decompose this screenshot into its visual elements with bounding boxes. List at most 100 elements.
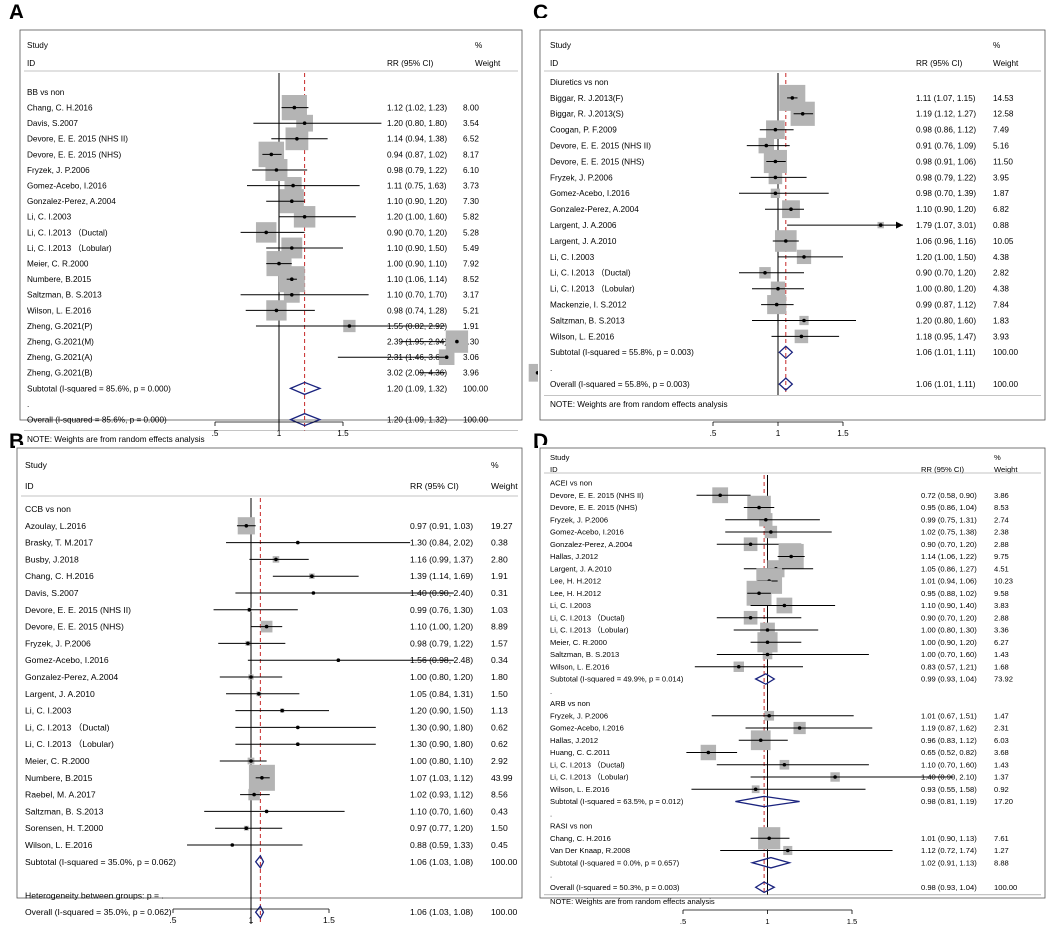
study-weight: 1.03 [491, 605, 508, 615]
group-label: Diuretics vs non [550, 78, 609, 87]
point-estimate [296, 742, 300, 746]
point-estimate [878, 223, 883, 227]
point-estimate [302, 121, 307, 125]
header-weight: Weight [491, 481, 518, 491]
study-ci: 1.19 (0.87, 1.62) [921, 724, 977, 733]
point-estimate [776, 286, 780, 291]
point-estimate [274, 557, 278, 562]
point-estimate [291, 183, 295, 188]
study-weight: 3.83 [994, 601, 1009, 610]
point-estimate [290, 293, 294, 297]
summary-diamond [754, 673, 776, 685]
study-weight: 7.92 [463, 259, 479, 268]
study-weight: 3.93 [993, 332, 1009, 341]
summary-weight: 100.00 [994, 883, 1017, 892]
study-label: Wilson, L. E.2016 [550, 662, 610, 671]
study-weight: 0.45 [491, 840, 508, 850]
study-ci: 1.18 (0.95, 1.47) [916, 332, 976, 341]
study-ci: 1.06 (0.96, 1.16) [916, 237, 976, 246]
study-weight: 8.56 [491, 790, 508, 800]
summary-weight: 100.00 [491, 857, 518, 867]
study-label: Meier, C. R.2000 [25, 756, 90, 766]
point-estimate [799, 334, 804, 339]
study-ci: 1.11 (1.07, 1.15) [916, 94, 976, 103]
study-label: Li, C. I.2013 （Ductal) [27, 228, 108, 237]
study-label: Numbere, B.2015 [27, 275, 92, 284]
header-percent: % [475, 41, 482, 50]
study-ci: 1.20 (0.80, 1.60) [916, 316, 976, 325]
summary-label: Subtotal (I-squared = 35.0%, p = 0.062) [25, 857, 176, 867]
study-weight: 0.88 [993, 221, 1009, 230]
study-label: Mackenzie, I. S.2012 [550, 300, 627, 309]
study-ci: 1.20 (0.80, 1.80) [387, 119, 447, 128]
point-estimate [773, 127, 778, 132]
study-ci: 0.65 (0.52, 0.82) [921, 748, 977, 757]
summary-diamond [778, 345, 794, 360]
study-ci: 0.72 (0.58, 0.90) [921, 491, 977, 500]
study-label: Saltzman, B. S.2013 [550, 316, 625, 325]
header-id: ID [27, 59, 35, 68]
study-weight: 19.27 [491, 521, 513, 531]
forest-plot-svg: Study ID RR (95% CI)% Weight BB vs non Chang,… [19, 29, 547, 444]
header-study: Study [27, 41, 49, 50]
study-weight: 9.58 [994, 589, 1009, 598]
point-estimate [455, 339, 459, 344]
study-label: Fryzek, J. P.2006 [25, 638, 91, 648]
point-estimate [296, 725, 300, 730]
study-label: Saltzman, B. S.2013 [25, 806, 104, 816]
study-ci: 0.98 (0.79, 1.22) [916, 173, 976, 182]
point-estimate [790, 96, 795, 100]
study-weight: 4.38 [993, 285, 1009, 294]
study-ci: 1.02 (0.75, 1.38) [921, 528, 977, 537]
summary-ci: 1.20 (1.09, 1.32) [387, 384, 447, 393]
study-ci: 1.79 (1.07, 3.01) [916, 221, 976, 230]
point-estimate [264, 809, 269, 814]
study-weight: 1.68 [994, 662, 1009, 671]
point-estimate [782, 603, 787, 608]
summary-diamond [288, 381, 322, 396]
study-label: Gomez-Acebo, I.2016 [25, 655, 109, 665]
study-ci: 3.02 (2.09, 4.36) [387, 369, 447, 378]
study-ci: 1.05 (0.86, 1.27) [921, 564, 977, 573]
x-tick-label: 1.5 [837, 429, 849, 438]
x-tick-label: .5 [169, 915, 176, 925]
study-ci: 0.95 (0.86, 1.04) [921, 503, 977, 512]
header-effect: RR (95% CI) [410, 481, 459, 491]
study-ci: 0.91 (0.76, 1.09) [916, 141, 976, 150]
spacer-dot: . [550, 809, 552, 818]
study-weight: 1.91 [463, 322, 479, 331]
summary-label: Overall (I-squared = 35.0%, p = 0.062) [25, 907, 172, 917]
study-weight: 0.62 [491, 722, 508, 732]
study-label: Wilson, L. E.2016 [27, 306, 92, 315]
study-ci: 1.00 (0.80, 1.20) [410, 672, 473, 682]
point-estimate [773, 175, 778, 180]
study-weight: 0.31 [491, 588, 508, 598]
study-ci: 1.11 (0.75, 1.63) [387, 181, 447, 190]
study-ci: 1.10 (0.90, 1.20) [387, 197, 447, 206]
point-estimate [802, 318, 806, 323]
summary-diamond [749, 856, 792, 869]
study-weight: 43.99 [491, 773, 513, 783]
point-estimate [785, 848, 790, 853]
summary-ci: 1.06 (1.03, 1.08) [410, 907, 473, 917]
study-label: Chang, C. H.2016 [25, 571, 94, 581]
study-label: Devore, E. E. 2015 (NHS II) [550, 491, 644, 500]
point-estimate [797, 726, 802, 730]
point-estimate [444, 355, 449, 360]
study-weight: 8.52 [463, 275, 479, 284]
study-weight: 5.49 [463, 244, 479, 253]
weights-note: NOTE: Weights are from random effects an… [550, 400, 728, 409]
point-estimate [757, 591, 761, 596]
study-ci: 1.10 (0.70, 1.60) [410, 806, 473, 816]
header-study: Study [550, 41, 572, 50]
point-estimate [336, 658, 341, 662]
forest-plot-svg: Study ID RR (95% CI)% Weight ACEI vs non Devo… [539, 447, 1046, 926]
study-ci: 0.83 (0.57, 1.21) [921, 662, 977, 671]
plot-frame [16, 447, 523, 899]
study-ci: 0.99 (0.75, 1.31) [921, 515, 977, 524]
header-effect: RR (95% CI) [916, 59, 963, 68]
point-estimate [247, 608, 252, 612]
ci-arrow-head [896, 221, 903, 229]
point-estimate [310, 574, 314, 578]
study-label: Largent, J. A.2010 [25, 689, 95, 699]
